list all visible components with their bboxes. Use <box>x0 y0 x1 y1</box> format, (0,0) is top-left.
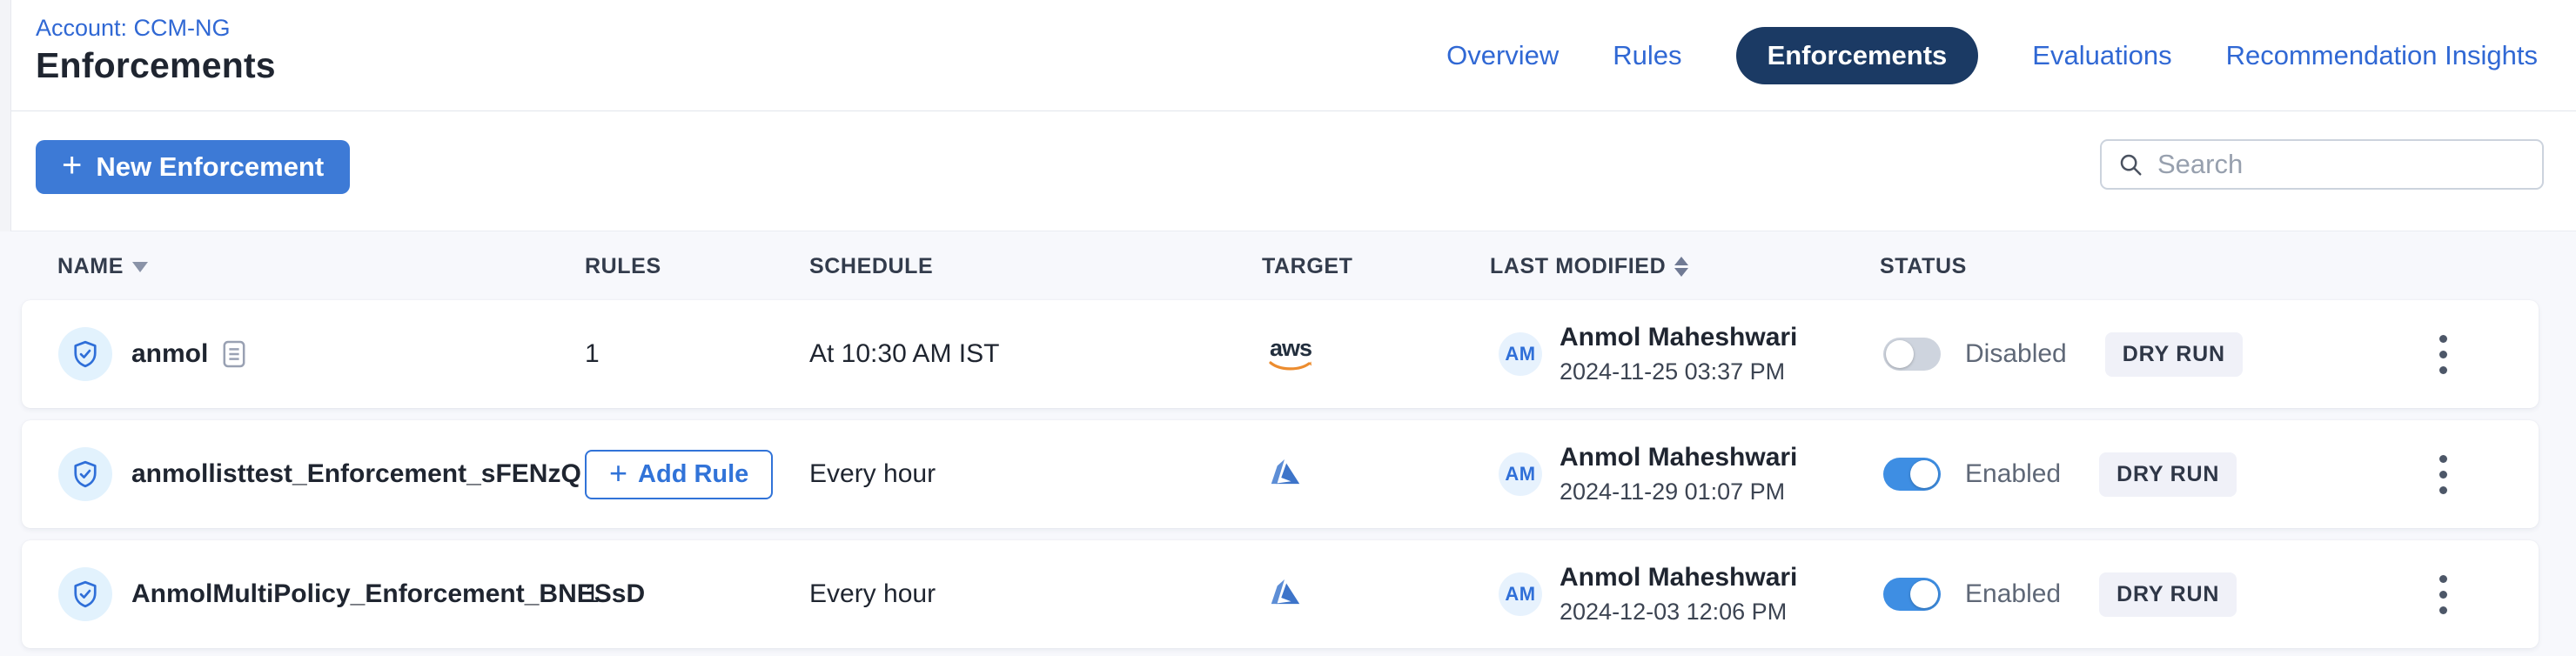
dry-run-badge: DRY RUN <box>2104 331 2243 377</box>
page-title: Enforcements <box>36 45 276 85</box>
breadcrumb-account-link[interactable]: Account: CCM-NG <box>36 15 231 41</box>
tab-overview[interactable]: Overview <box>1446 39 1560 70</box>
new-enforcement-button[interactable]: + New Enforcement <box>36 140 351 194</box>
shield-check-icon <box>74 580 97 608</box>
tab-recommendation-insights[interactable]: Recommendation Insights <box>2225 39 2538 70</box>
enforcement-name[interactable]: anmol <box>131 339 209 368</box>
status-toggle[interactable] <box>1883 338 1941 371</box>
enforcement-name[interactable]: anmollisttest_Enforcement_sFENzQ <box>131 459 581 488</box>
rules-count: 1 <box>585 339 600 368</box>
enforcement-avatar <box>58 300 112 408</box>
status-toggle[interactable] <box>1883 458 1941 491</box>
toolbar: + New Enforcement <box>11 111 2576 231</box>
kebab-menu-icon <box>2438 574 2447 614</box>
tab-enforcements[interactable]: Enforcements <box>1735 26 1979 84</box>
schedule-text: Every hour <box>809 459 936 488</box>
tab-bar: Overview Rules Enforcements Evaluations … <box>1446 0 2538 110</box>
table-row[interactable]: AnmolMultiPolicy_Enforcement_BNESsD 1 + … <box>22 540 2539 648</box>
kebab-menu-icon <box>2438 454 2447 494</box>
column-header-schedule: SCHEDULE <box>809 254 934 278</box>
status-label: Enabled <box>1965 459 2062 488</box>
schedule-text: Every hour <box>809 579 936 608</box>
row-menu-button[interactable] <box>2417 420 2469 528</box>
tab-rules[interactable]: Rules <box>1613 39 1682 70</box>
plus-icon: + <box>609 454 628 491</box>
add-rule-button[interactable]: + Add Rule <box>585 449 774 499</box>
modified-by-name: Anmol Maheshwari <box>1560 443 1798 472</box>
modified-timestamp: 2024-12-03 12:06 PM <box>1560 599 1788 625</box>
search-input[interactable] <box>2156 148 2526 181</box>
schedule-text: At 10:30 AM IST <box>809 339 1000 368</box>
note-icon[interactable] <box>222 339 246 369</box>
modified-timestamp: 2024-11-25 03:37 PM <box>1560 358 1786 385</box>
modified-by-name: Anmol Maheshwari <box>1560 323 1798 351</box>
dry-run-badge: DRY RUN <box>2099 452 2237 497</box>
enforcement-avatar <box>58 540 112 648</box>
table-row[interactable]: anmol 1 + At 10:30 AM IST aws <box>22 300 2539 408</box>
column-header-last-modified[interactable]: LAST MODIFIED <box>1490 254 1689 279</box>
page-header: Account: CCM-NG Enforcements Overview Ru… <box>11 0 2576 111</box>
azure-logo <box>1268 455 1303 494</box>
table-header-row: NAME RULES SCHEDULE TARGET LAST MODIFIED… <box>0 231 2576 301</box>
shield-check-icon <box>74 340 97 368</box>
avatar: AM <box>1499 452 1542 496</box>
column-header-status: STATUS <box>1880 254 1967 278</box>
status-toggle[interactable] <box>1883 578 1941 611</box>
row-menu-button[interactable] <box>2417 300 2469 408</box>
avatar: AM <box>1499 332 1542 376</box>
column-header-rules: RULES <box>585 254 661 278</box>
status-label: Enabled <box>1965 579 2062 608</box>
enforcement-avatar <box>58 420 112 528</box>
rules-count: 1 <box>585 579 600 608</box>
sort-desc-icon[interactable] <box>132 261 149 272</box>
table-row[interactable]: anmollisttest_Enforcement_sFENzQ + Add R… <box>22 420 2539 528</box>
aws-logo: aws <box>1268 336 1313 372</box>
sort-toggle-icon[interactable] <box>1674 257 1689 277</box>
status-label: Disabled <box>1965 339 2067 368</box>
tab-evaluations[interactable]: Evaluations <box>2032 39 2172 70</box>
column-header-target: TARGET <box>1262 254 1353 278</box>
shield-check-icon <box>74 460 97 488</box>
kebab-menu-icon <box>2438 334 2447 374</box>
new-enforcement-label: New Enforcement <box>96 151 325 182</box>
dry-run-badge: DRY RUN <box>2099 572 2237 617</box>
search-icon <box>2120 154 2142 176</box>
avatar: AM <box>1499 572 1542 616</box>
row-menu-button[interactable] <box>2417 540 2469 648</box>
plus-icon: + <box>62 146 83 184</box>
column-header-name[interactable]: NAME <box>57 254 149 279</box>
enforcement-name[interactable]: AnmolMultiPolicy_Enforcement_BNESsD <box>131 579 646 608</box>
azure-logo <box>1268 575 1303 614</box>
modified-timestamp: 2024-11-29 01:07 PM <box>1560 479 1786 505</box>
search-box[interactable] <box>2100 139 2544 190</box>
modified-by-name: Anmol Maheshwari <box>1560 563 1798 592</box>
enforcements-table: NAME RULES SCHEDULE TARGET LAST MODIFIED… <box>0 231 2576 656</box>
